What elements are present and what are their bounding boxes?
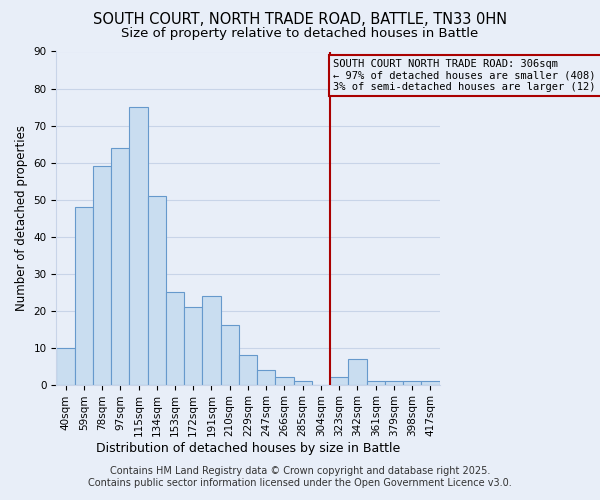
Y-axis label: Number of detached properties: Number of detached properties — [15, 125, 28, 311]
Bar — [111, 148, 130, 384]
Text: Size of property relative to detached houses in Battle: Size of property relative to detached ho… — [121, 28, 479, 40]
Bar — [74, 207, 93, 384]
Bar — [275, 377, 293, 384]
Bar — [239, 355, 257, 384]
Bar — [184, 307, 202, 384]
Bar — [148, 196, 166, 384]
Bar — [349, 358, 367, 384]
Bar — [221, 326, 239, 384]
Bar — [257, 370, 275, 384]
Bar — [421, 381, 440, 384]
X-axis label: Distribution of detached houses by size in Battle: Distribution of detached houses by size … — [96, 442, 400, 455]
Bar — [56, 348, 74, 385]
Text: SOUTH COURT, NORTH TRADE ROAD, BATTLE, TN33 0HN: SOUTH COURT, NORTH TRADE ROAD, BATTLE, T… — [93, 12, 507, 28]
Bar — [166, 292, 184, 384]
Bar — [385, 381, 403, 384]
Bar — [130, 107, 148, 384]
Bar — [367, 381, 385, 384]
Text: SOUTH COURT NORTH TRADE ROAD: 306sqm
← 97% of detached houses are smaller (408)
: SOUTH COURT NORTH TRADE ROAD: 306sqm ← 9… — [333, 59, 600, 92]
Text: Contains HM Land Registry data © Crown copyright and database right 2025.
Contai: Contains HM Land Registry data © Crown c… — [88, 466, 512, 487]
Bar — [293, 381, 312, 384]
Bar — [330, 377, 349, 384]
Bar — [93, 166, 111, 384]
Bar — [202, 296, 221, 384]
Bar — [403, 381, 421, 384]
